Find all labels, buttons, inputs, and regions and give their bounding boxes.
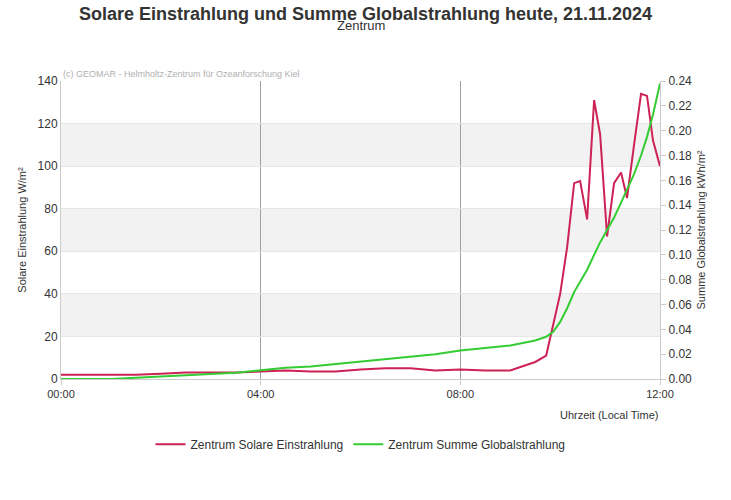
svg-text:100: 100	[38, 159, 58, 173]
svg-text:0.20: 0.20	[668, 124, 692, 138]
svg-text:20: 20	[44, 330, 58, 344]
svg-text:60: 60	[44, 244, 58, 258]
svg-text:0.22: 0.22	[668, 99, 692, 113]
svg-text:Zentrum: Zentrum	[337, 18, 385, 33]
svg-text:80: 80	[44, 202, 58, 216]
svg-text:(c) GEOMAR - Helmholtz-Zentrum: (c) GEOMAR - Helmholtz-Zentrum für Ozean…	[63, 69, 300, 79]
svg-text:0.10: 0.10	[668, 248, 692, 262]
svg-text:0.04: 0.04	[668, 323, 692, 337]
svg-text:Summe Globalstrahlung kWh/m²: Summe Globalstrahlung kWh/m²	[695, 150, 707, 309]
svg-text:140: 140	[38, 74, 58, 88]
svg-text:Zentrum Summe Globalstrahlung: Zentrum Summe Globalstrahlung	[388, 438, 565, 452]
svg-text:0: 0	[51, 372, 58, 386]
svg-text:Uhrzeit (Local Time): Uhrzeit (Local Time)	[560, 409, 658, 421]
svg-text:0.12: 0.12	[668, 223, 692, 237]
svg-text:40: 40	[44, 287, 58, 301]
svg-text:0.02: 0.02	[668, 347, 692, 361]
svg-text:Solare Einstrahlung W/m²: Solare Einstrahlung W/m²	[16, 167, 28, 293]
svg-text:0.08: 0.08	[668, 273, 692, 287]
svg-text:12:00: 12:00	[646, 388, 674, 400]
svg-text:Solare Einstrahlung und Summe: Solare Einstrahlung und Summe Globalstra…	[79, 4, 652, 24]
svg-text:08:00: 08:00	[447, 388, 475, 400]
svg-text:0.18: 0.18	[668, 149, 692, 163]
svg-text:0.00: 0.00	[668, 372, 692, 386]
svg-text:Zentrum Solare Einstrahlung: Zentrum Solare Einstrahlung	[191, 438, 344, 452]
svg-text:00:00: 00:00	[47, 388, 75, 400]
svg-text:0.14: 0.14	[668, 198, 692, 212]
svg-text:0.06: 0.06	[668, 298, 692, 312]
svg-text:120: 120	[38, 117, 58, 131]
svg-text:04:00: 04:00	[247, 388, 275, 400]
svg-text:0.24: 0.24	[668, 74, 692, 88]
svg-text:0.16: 0.16	[668, 174, 692, 188]
